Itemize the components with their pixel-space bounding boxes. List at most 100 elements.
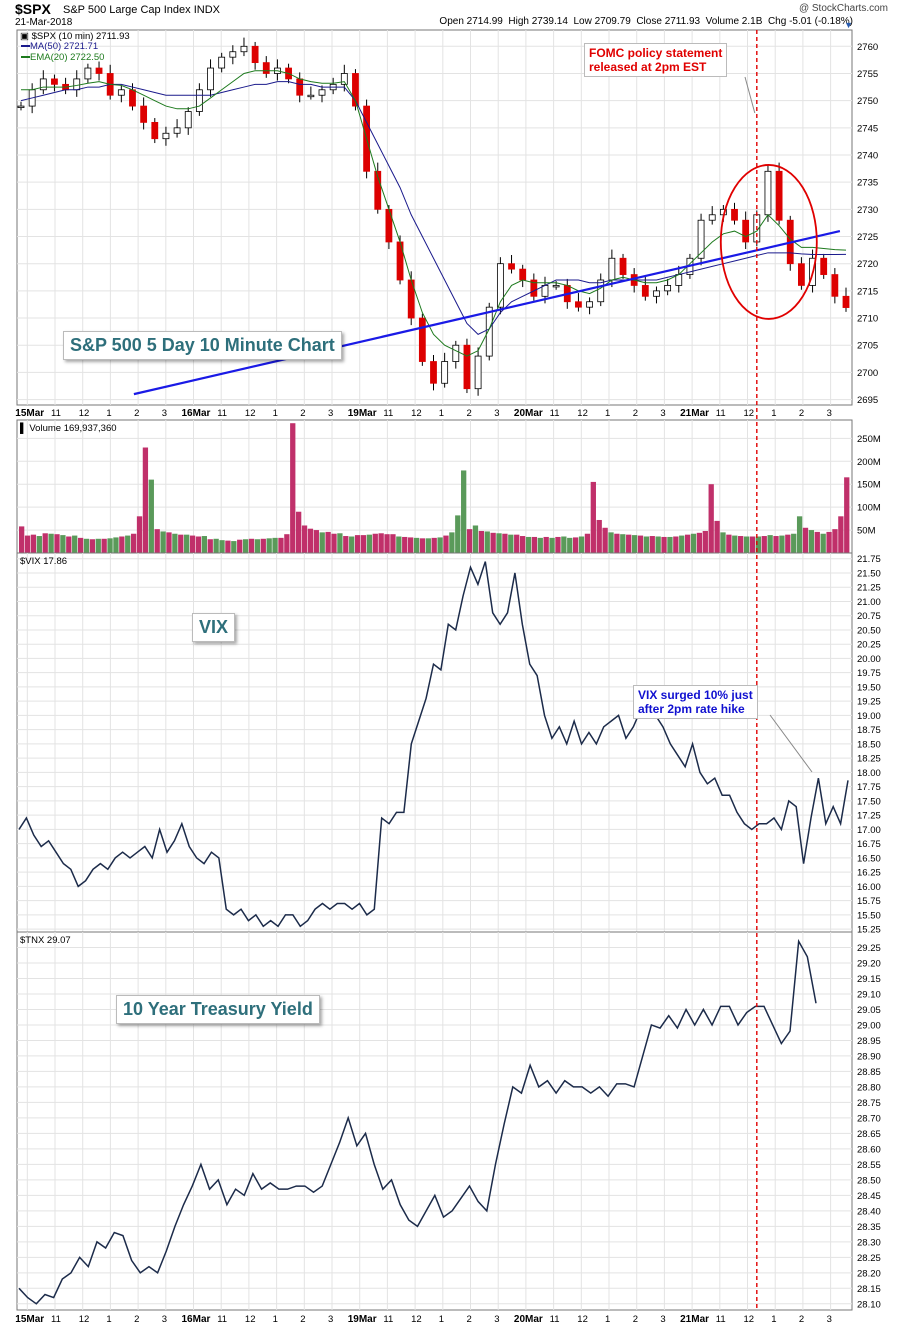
x-tick-label-bottom: 2: [300, 1314, 305, 1325]
candle-body: [374, 170, 382, 210]
volume-bar: [354, 535, 361, 553]
volume-panel: 50M 100M 150M 200M 250M ▌ Volume 169,937,360: [16, 419, 881, 554]
volume-bar: [472, 525, 479, 553]
volume-bar: [549, 537, 555, 553]
x-tick-label-bottom: 11: [716, 1314, 726, 1325]
fomc-note: FOMC policy statement released at 2pm ES…: [584, 43, 728, 77]
candle-body: [708, 214, 716, 221]
volume-bar: [307, 528, 314, 553]
candle-body: [318, 89, 326, 96]
volume-bar: [791, 533, 797, 553]
volume-bar: [779, 535, 785, 553]
volume-bar: [673, 536, 679, 553]
volume-bar: [325, 531, 331, 553]
x-tick-label-bottom: 11: [217, 1314, 227, 1325]
tnx-y-tick-label: 28.40: [857, 1206, 881, 1217]
x-tick-label-bottom: 3: [660, 1314, 665, 1325]
x-tick-label-top: 2: [300, 408, 305, 419]
x-tick-label-bottom: 3: [827, 1314, 832, 1325]
spx-y-tick-label: 2745: [857, 123, 878, 134]
vix-y-tick-label: 21.00: [857, 597, 881, 608]
candle-body: [262, 62, 270, 74]
dropdown-caret-icon[interactable]: ▼: [844, 20, 853, 30]
vix-y-tick-label: 18.75: [857, 725, 881, 736]
vix-note-line2: after 2pm rate hike: [638, 702, 745, 716]
vix-y-tick-label: 18.50: [857, 739, 881, 750]
tnx-title: 10 Year Treasury Yield: [116, 995, 320, 1024]
volume-bar: [820, 533, 826, 553]
vix-y-tick-label: 17.00: [857, 825, 881, 836]
candle-body: [586, 301, 593, 308]
quote-line: Open 2714.99 High 2739.14 Low 2709.79 Cl…: [439, 16, 853, 27]
x-tick-label-top: 2: [467, 408, 472, 419]
volume-bar: [708, 484, 714, 553]
volume-bar: [83, 538, 90, 553]
symbol: $SPX: [15, 1, 51, 17]
volume-bar: [231, 541, 237, 553]
volume-bar: [561, 536, 567, 553]
volume-bar: [349, 536, 355, 553]
candle-body: [84, 67, 92, 80]
volume-bar: [844, 477, 850, 553]
volume-bar: [119, 536, 125, 553]
candle-body: [597, 279, 605, 303]
volume-bar: [237, 539, 243, 553]
volume-bar: [313, 530, 319, 553]
volume-bar: [643, 536, 650, 553]
fomc-highlight-circle: [719, 164, 818, 320]
x-tick-label-top: 11: [51, 408, 61, 419]
tnx-y-tick-label: 28.15: [857, 1284, 881, 1295]
volume-bar: [596, 519, 602, 553]
volume-bar: [785, 534, 791, 553]
volume-frame: [16, 419, 853, 554]
ema20-line: [21, 70, 847, 357]
volume-bar: [407, 537, 414, 553]
volume-bar: [19, 526, 25, 553]
volume-bar: [213, 538, 219, 553]
tnx-y-tick-label: 28.65: [857, 1129, 881, 1140]
volume-bar: [667, 536, 673, 553]
tnx-y-tick-label: 29.05: [857, 1005, 881, 1016]
x-tick-label-bottom: 3: [494, 1314, 499, 1325]
low-value: 2709.79: [594, 16, 631, 27]
volume-bar: [525, 536, 532, 553]
volume-bar: [130, 533, 137, 553]
tnx-y-tick-label: 28.10: [857, 1299, 881, 1310]
volume-bar: [366, 534, 373, 553]
volume-bar: [537, 537, 543, 553]
volume-bar: [30, 534, 37, 553]
candle-body: [575, 301, 582, 308]
spx-y-tick-label: 2750: [857, 96, 878, 107]
x-tick-label-bottom: 3: [328, 1314, 333, 1325]
vix-y-tick-label: 19.75: [857, 668, 881, 679]
security-name: S&P 500 Large Cap Index INDX: [63, 4, 220, 16]
x-tick-label-top: 12: [245, 408, 256, 419]
spx-chart-title: S&P 500 5 Day 10 Minute Chart: [63, 331, 342, 360]
x-tick-label-top: 11: [716, 408, 726, 419]
volume-bar: [620, 534, 626, 553]
x-tick-label-top: 3: [162, 408, 167, 419]
candle-body: [675, 274, 683, 286]
volume-bar: [702, 530, 708, 553]
tnx-y-tick-label: 28.50: [857, 1175, 881, 1186]
volume-bar: [42, 533, 48, 553]
volume-bar: [184, 534, 190, 553]
low-label: Low: [573, 16, 592, 27]
candle-body: [508, 263, 515, 270]
volume-bar: [573, 537, 579, 553]
candle-body: [496, 263, 504, 308]
x-tick-label-top: 11: [550, 408, 560, 419]
volume-bar: [508, 534, 514, 553]
tnx-y-tick-label: 28.25: [857, 1253, 881, 1264]
volume-bar: [637, 535, 644, 553]
volume-bar: [319, 532, 325, 553]
candle-body: [742, 219, 750, 243]
vix-line: [18, 561, 849, 928]
tnx-y-tick-label: 28.30: [857, 1237, 881, 1248]
x-tick-label-bottom: 12: [411, 1314, 422, 1325]
vix-y-tick-label: 15.25: [857, 925, 881, 936]
volume-bar: [360, 535, 367, 553]
vix-y-tick-label: 20.75: [857, 611, 881, 622]
